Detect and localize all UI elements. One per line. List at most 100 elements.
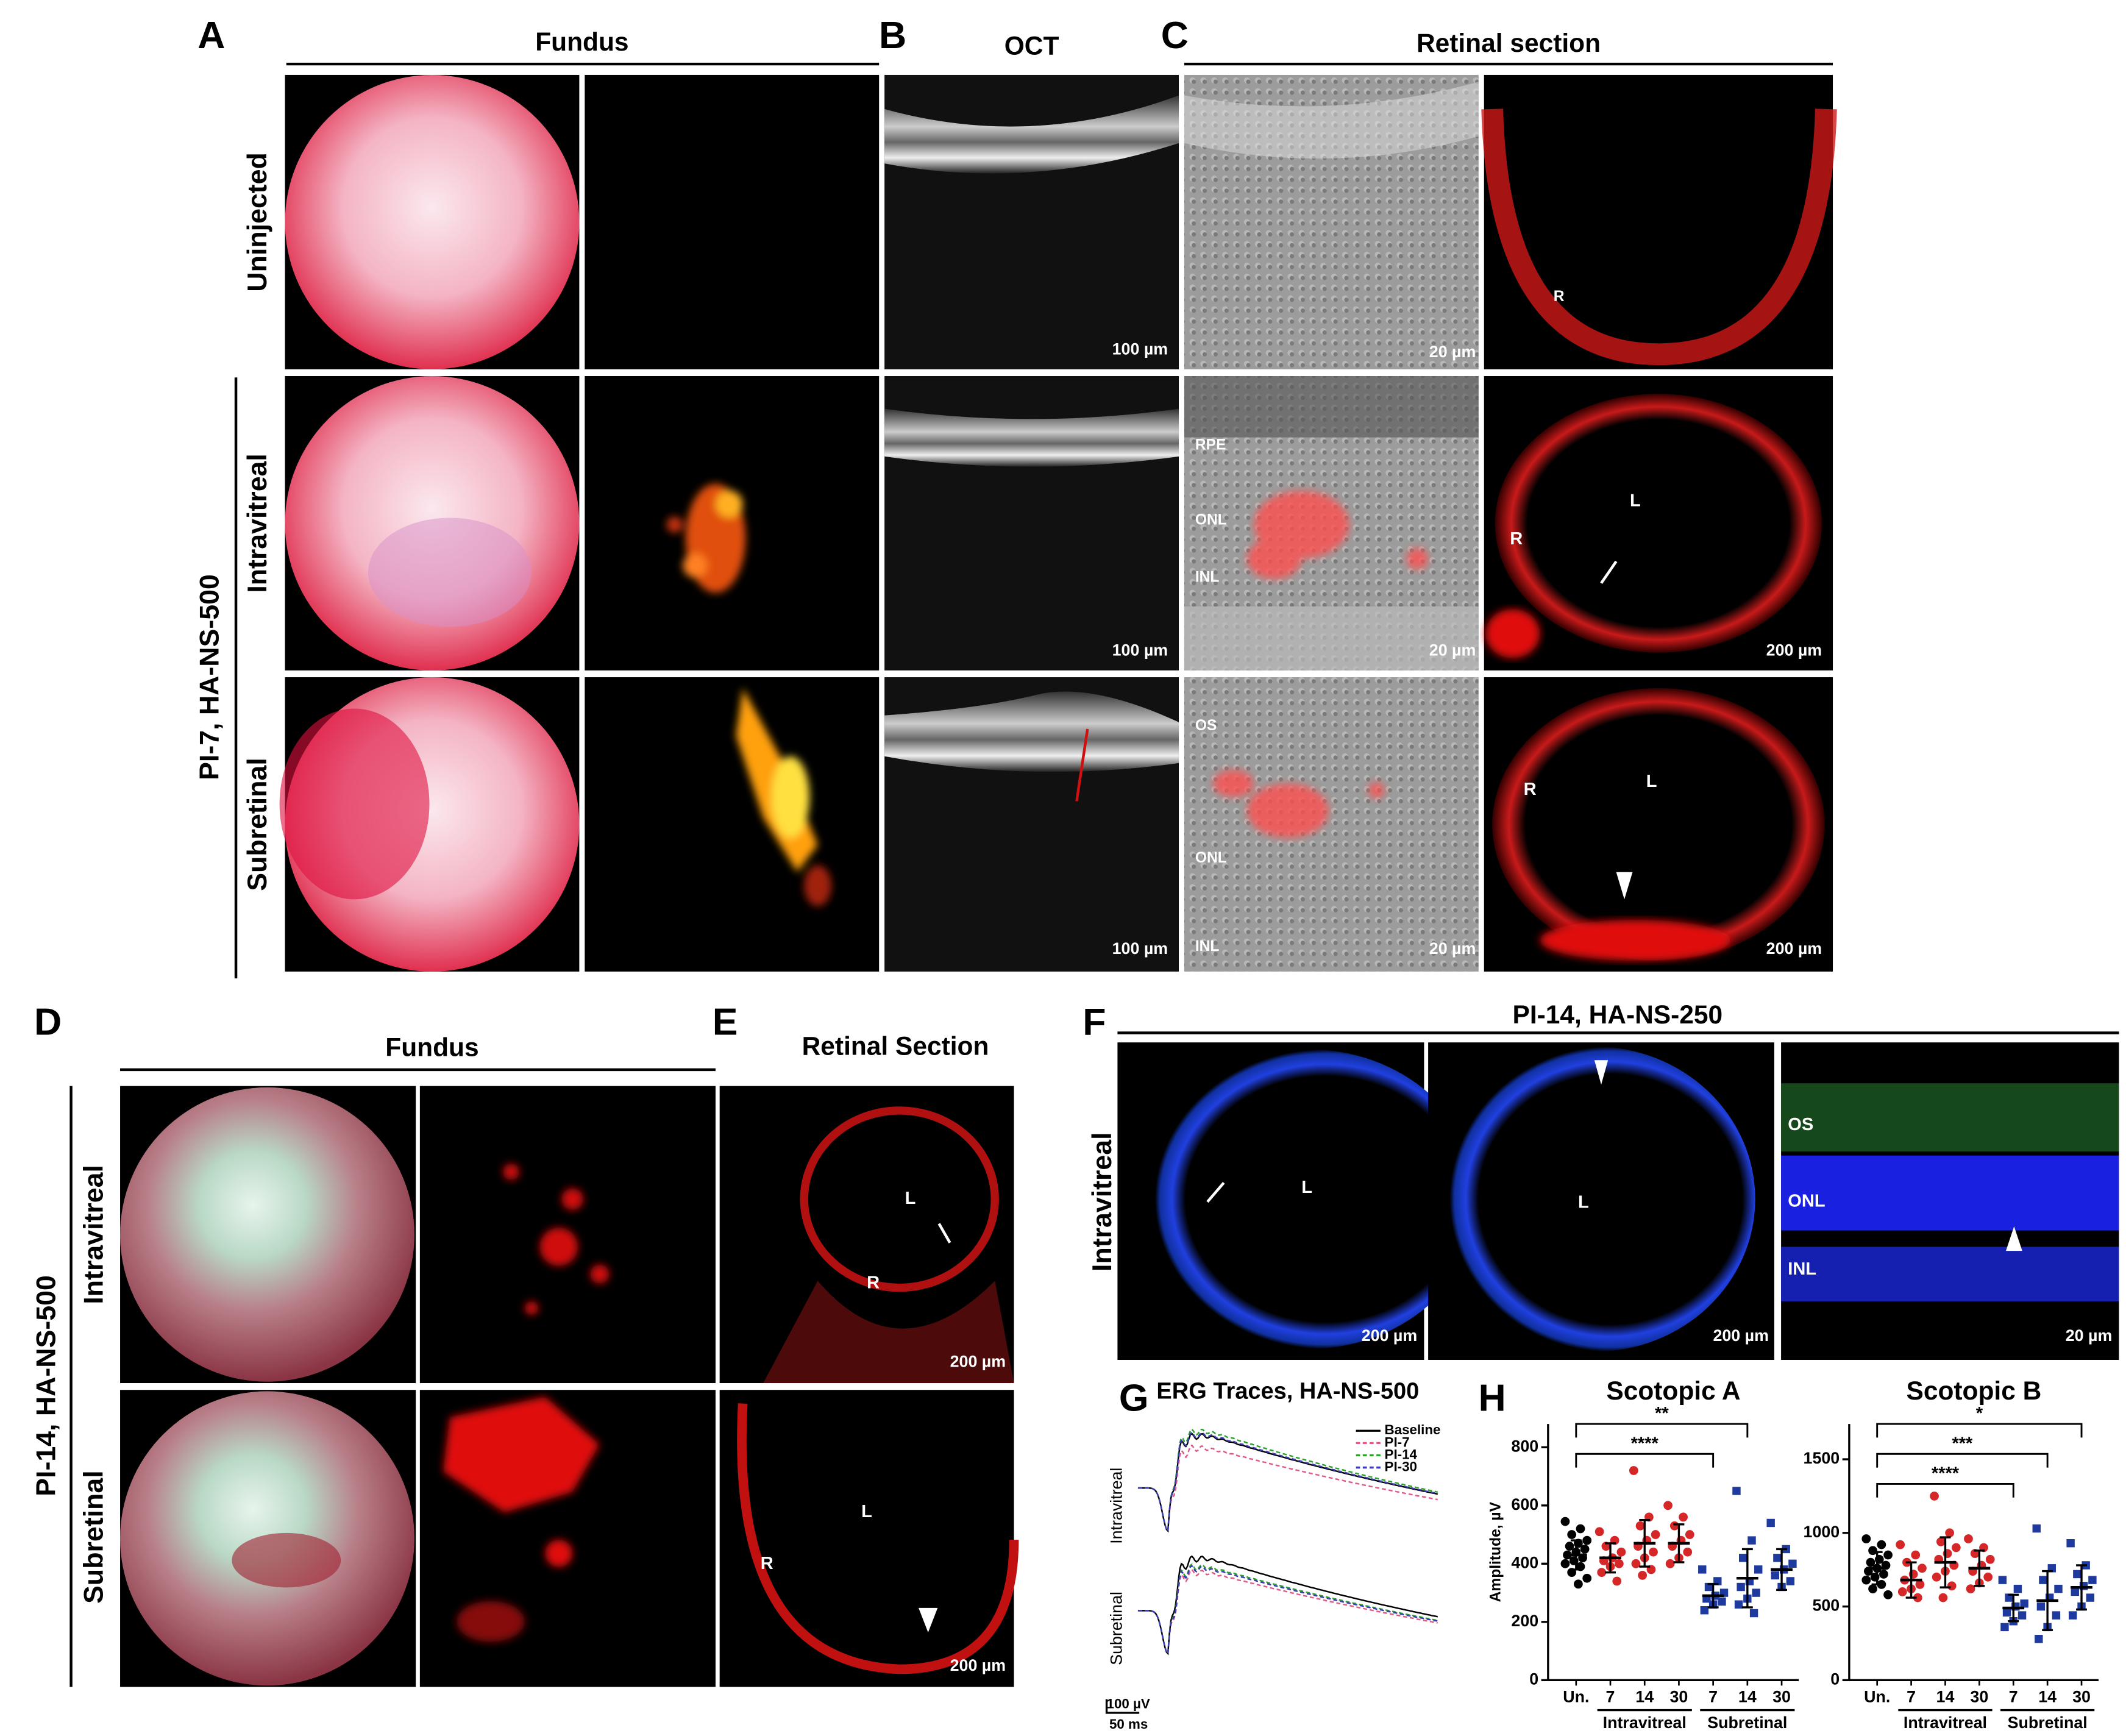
data-point xyxy=(2071,1587,2079,1596)
panel-letter: C xyxy=(1161,14,1189,57)
data-point xyxy=(1565,1542,1574,1551)
y-tick-label: 800 xyxy=(1511,1437,1538,1455)
y-tick-label: 0 xyxy=(1529,1670,1538,1688)
data-point xyxy=(1879,1570,1888,1579)
chart-title: Scotopic A xyxy=(1606,1376,1740,1405)
data-point xyxy=(1983,1572,1993,1582)
data-point xyxy=(1868,1546,1877,1556)
data-point xyxy=(2069,1611,2077,1620)
y-tick-label: 600 xyxy=(1511,1495,1538,1514)
image-label: RPE xyxy=(1195,437,1226,454)
data-point xyxy=(1582,1535,1592,1545)
erg-trace xyxy=(1137,1565,1438,1656)
data-point xyxy=(1747,1536,1756,1545)
data-point xyxy=(1998,1576,2007,1584)
image-label: L xyxy=(1630,491,1641,510)
data-point xyxy=(2052,1611,2061,1620)
data-point xyxy=(1966,1584,1975,1593)
data-point xyxy=(2054,1584,2063,1593)
data-point xyxy=(1866,1557,1875,1567)
data-point xyxy=(1861,1534,1871,1543)
x-tick-label: 7 xyxy=(1708,1687,1718,1706)
data-point xyxy=(1580,1545,1590,1554)
significance-label: **** xyxy=(1631,1434,1659,1453)
data-point xyxy=(2035,1635,2043,1643)
data-point xyxy=(1773,1554,1782,1562)
x-tick-label: Un. xyxy=(1864,1687,1890,1706)
data-point xyxy=(2032,1524,2041,1533)
legend-label: PI-30 xyxy=(1385,1459,1417,1475)
data-point xyxy=(2039,1576,2047,1584)
data-point xyxy=(1932,1572,1941,1582)
data-point xyxy=(1951,1543,1961,1553)
image-annotations-bottom: L R 200 µm L R 200 µm L 200 µm L 200 µm … xyxy=(761,1115,2113,1674)
significance-bracket xyxy=(1876,1482,2014,1498)
data-point xyxy=(1734,1600,1743,1609)
scale-bar xyxy=(1105,1699,1140,1714)
erg-trace xyxy=(1137,1428,1438,1533)
data-point xyxy=(1560,1559,1570,1568)
data-point xyxy=(1737,1582,1745,1592)
scale-bar-label: 20 µm xyxy=(1429,343,1476,361)
data-point xyxy=(1718,1597,1726,1606)
image-label: L xyxy=(1646,772,1657,791)
data-point xyxy=(1788,1559,1797,1568)
scale-bar-label: 50 ms xyxy=(1109,1716,1148,1732)
data-point xyxy=(1752,1588,1760,1597)
group-label: Intravitreal xyxy=(1904,1713,1987,1732)
data-point xyxy=(1635,1521,1645,1531)
data-point xyxy=(1738,1554,1747,1562)
y-tick-label: 1500 xyxy=(1804,1449,1840,1467)
x-tick-label: 14 xyxy=(2038,1687,2057,1706)
data-point xyxy=(1582,1573,1592,1583)
data-point xyxy=(2000,1623,2009,1632)
group-label: PI-7, HA-NS-500 xyxy=(195,574,225,780)
image-label: L xyxy=(1301,1178,1312,1197)
data-point xyxy=(1629,1466,1638,1475)
scale-bar-label: 200 µm xyxy=(1766,939,1822,958)
row-label: Subretinal xyxy=(79,1470,109,1604)
panel-letter: H xyxy=(1479,1377,1506,1420)
data-point xyxy=(2088,1576,2097,1584)
row-label: Intravitreal xyxy=(1107,1468,1125,1544)
panel-letter: A xyxy=(197,14,225,57)
image-label: R xyxy=(1510,529,1523,549)
data-point xyxy=(1911,1550,1921,1560)
y-tick-label: 0 xyxy=(1830,1670,1840,1688)
image-label: L xyxy=(1578,1193,1589,1212)
x-tick-label: 7 xyxy=(1907,1687,1916,1706)
data-point xyxy=(2036,1602,2046,1611)
panel-header: Retinal Section xyxy=(802,1031,989,1060)
data-point xyxy=(1614,1559,1624,1568)
erg-trace xyxy=(1137,1555,1438,1656)
y-tick-label: 200 xyxy=(1511,1612,1538,1630)
data-point xyxy=(1663,1501,1673,1510)
data-point xyxy=(1883,1550,1893,1560)
data-point xyxy=(1574,1579,1583,1589)
data-point xyxy=(1766,1518,1775,1528)
row-label: Intravitreal xyxy=(243,454,272,593)
significance-bracket xyxy=(1575,1423,1749,1438)
panel-letter: E xyxy=(713,1001,738,1044)
x-tick-label: 7 xyxy=(1606,1687,1615,1706)
panel-letter: G xyxy=(1119,1377,1149,1420)
row-label: Subretinal xyxy=(1107,1592,1125,1665)
x-tick-label: 30 xyxy=(1970,1687,1988,1706)
panel-header: ERG Traces, HA-NS-500 xyxy=(1156,1379,1419,1404)
row-label: Uninjected xyxy=(243,152,272,291)
x-tick-label: 14 xyxy=(1635,1687,1654,1706)
data-point xyxy=(2018,1611,2027,1620)
x-tick-label: 30 xyxy=(1670,1687,1688,1706)
data-point xyxy=(1915,1579,1925,1589)
scale-bar-label: 100 µm xyxy=(1112,340,1168,358)
row-label: Intravitreal xyxy=(1087,1132,1117,1272)
data-point xyxy=(1679,1512,1688,1522)
image-label: OS xyxy=(1195,717,1217,734)
data-point xyxy=(1638,1571,1648,1580)
panel-letter: D xyxy=(34,1001,62,1044)
legend-label: PI-14 xyxy=(1385,1446,1418,1462)
image-label: INL xyxy=(1788,1259,1816,1279)
data-point xyxy=(1868,1584,1877,1593)
